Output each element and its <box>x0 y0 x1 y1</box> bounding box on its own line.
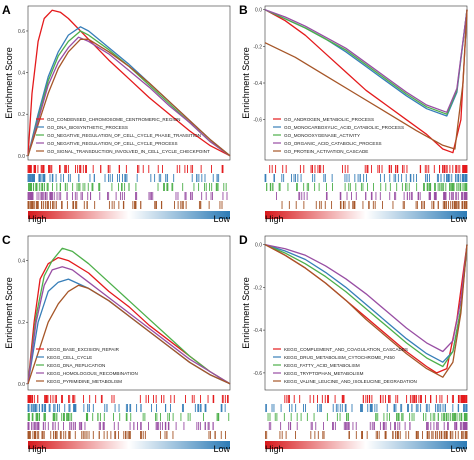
enrichment-panel-d: D Enrichment Score -0.6 -0.4 -0.2 0.0 KEGG_COM… <box>237 230 474 460</box>
legend-entry-5: KEGG_PYRIMIDINE_METABOLISM <box>47 379 122 384</box>
rank-gradient-bar <box>28 441 230 449</box>
y-tick-label: -0.2 <box>253 285 262 291</box>
y-tick-label: -0.4 <box>253 328 262 334</box>
series-line-3 <box>27 247 231 385</box>
series-line-4 <box>264 9 468 113</box>
enrichment-panel-b: B Enrichment Score -0.6 -0.4 -0.2 0.0 GO_ANDRO… <box>237 0 474 230</box>
legend-entry-1: KEGG_COMPLEMENT_AND_COAGULATION_CASCADES <box>284 347 408 352</box>
series-line-5 <box>27 38 231 157</box>
y-axis-label: Enrichment Score <box>241 277 251 349</box>
panel-letter: B <box>239 3 248 17</box>
rank-gradient-bar <box>265 211 467 219</box>
y-tick-label: -0.4 <box>253 81 262 87</box>
legend-entry-3: GO_MONOOXYGENASE_ACTIVITY <box>284 133 360 138</box>
x-end-label: Low <box>450 214 467 224</box>
plot-frame <box>264 235 468 391</box>
legend-entry-4: KEGG_HOMOLOGOUS_RECOMBINATION <box>47 371 138 376</box>
series-line-5 <box>264 9 468 150</box>
x-start-label: High <box>265 444 284 454</box>
legend-entry-4: KEGG_TRYPTOPHAN_METABOLISM <box>284 371 364 376</box>
series-line-4 <box>264 243 468 353</box>
plot-frame <box>27 235 231 391</box>
legend-entry-2: GO_DNA_BIOSYNTHETIC_PROCESS <box>47 125 128 130</box>
legend-entry-4: GO_ORGANIC_ACID_CATABOLIC_PROCESS <box>284 141 382 146</box>
legend-entry-2: GO_MONOCARBOXYLIC_ACID_CATABOLIC_PROCESS <box>284 125 404 130</box>
rank-gradient-bar <box>28 211 230 219</box>
x-start-label: High <box>28 444 47 454</box>
enrichment-plot-svg: B Enrichment Score-0.6 -0.4 -0.2 0.0 GO_ANDRO… <box>239 3 468 224</box>
enrichment-plot-svg: A Enrichment Score 0.0 0.2 0.4 0.6 GO_CONDENSE… <box>2 3 231 224</box>
y-tick-label: 0.0 <box>18 382 25 388</box>
series-line-3 <box>264 244 468 368</box>
y-tick-label: 0.4 <box>18 71 25 77</box>
y-axis-label: Enrichment Score <box>241 47 251 119</box>
y-tick-label: 0.2 <box>18 112 25 118</box>
legend-entry-2: KEGG_CELL_CYCLE <box>47 355 92 360</box>
legend-entry-5: GO_SIGNAL_TRANSDUCTION_INVOLVED_IN_CELL_… <box>47 149 210 154</box>
x-start-label: High <box>28 214 47 224</box>
series-line-3 <box>264 9 468 115</box>
x-end-label: Low <box>213 444 230 454</box>
legend-entry-4: GO_NEGATIVE_REGULATION_OF_CELL_CYCLE_PRO… <box>47 141 178 146</box>
y-tick-label: 0.2 <box>18 320 25 326</box>
y-tick-label: 0.4 <box>18 259 25 265</box>
plot-frame <box>27 5 231 161</box>
series-line-4 <box>27 266 231 385</box>
enrichment-panel-a: A Enrichment Score 0.0 0.2 0.4 0.6 GO_CONDENSE… <box>0 0 237 230</box>
enrichment-plot-svg: C Enrichment Score 0.0 0.2 0.4 KEGG_BASE_EXCI… <box>2 233 231 454</box>
enrichment-panel-c: C Enrichment Score 0.0 0.2 0.4 KEGG_BASE_EXCI… <box>0 230 237 460</box>
legend-entry-3: KEGG_DNA_REPLICATION <box>47 363 105 368</box>
legend-entry-1: GO_CONDENSED_CHROMOSOME_CENTROMERIC_REGI… <box>47 117 181 122</box>
y-tick-label: 0.6 <box>18 29 25 35</box>
y-axis-label: Enrichment Score <box>4 277 14 349</box>
legend-entry-3: KEGG_FATTY_ACID_METABOLISM <box>284 363 360 368</box>
y-tick-label: 0.0 <box>18 154 25 160</box>
panel-letter: A <box>2 3 11 17</box>
y-tick-label: -0.6 <box>253 118 262 124</box>
legend-entry-1: KEGG_BASE_EXCISION_REPAIR <box>47 347 120 352</box>
x-end-label: Low <box>213 214 230 224</box>
series-line-4 <box>27 36 231 157</box>
series-line-1 <box>264 9 468 154</box>
y-axis-label: Enrichment Score <box>4 47 14 119</box>
x-start-label: High <box>265 214 284 224</box>
x-end-label: Low <box>450 444 467 454</box>
legend-entry-5: KEGG_VALINE_LEUCINE_AND_ISOLEUCINE_DEGRA… <box>284 379 417 384</box>
y-tick-label: 0.0 <box>255 243 262 249</box>
legend-entry-5: GO_PROTEIN_ACTIVATION_CASCADE <box>284 149 368 154</box>
y-tick-label: -0.6 <box>253 371 262 377</box>
rank-gradient-bar <box>265 441 467 449</box>
y-tick-label: 0.0 <box>255 8 262 14</box>
y-tick-label: -0.2 <box>253 44 262 50</box>
series-line-5 <box>264 244 468 378</box>
series-line-5 <box>27 284 231 385</box>
panel-letter: C <box>2 233 11 247</box>
panel-letter: D <box>239 233 248 247</box>
legend-entry-2: KEGG_DRUG_METABOLISM_CYTOCHROME_P450 <box>284 355 395 360</box>
legend-entry-1: GO_ANDROGEN_METABOLIC_PROCESS <box>284 117 374 122</box>
legend-entry-3: GO_NEGATIVE_REGULATION_OF_CELL_CYCLE_PHA… <box>47 133 201 138</box>
enrichment-plot-svg: D Enrichment Score -0.6 -0.4 -0.2 0.0 KEGG_COM… <box>239 233 468 454</box>
